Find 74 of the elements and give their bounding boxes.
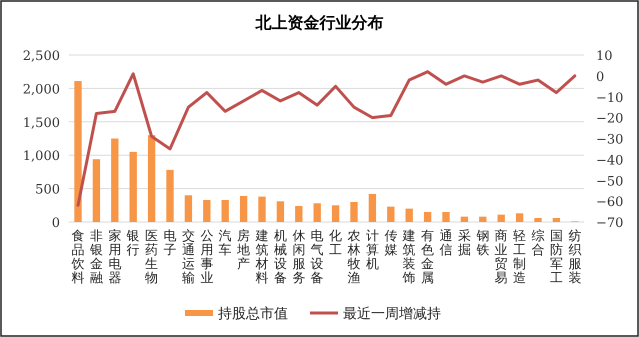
bar [368, 194, 376, 222]
y2-tick-label: −40 [596, 153, 624, 168]
bar [498, 214, 505, 222]
x-tick-label: 国防军工 [550, 229, 563, 286]
y-tick-label: 0 [52, 216, 60, 231]
x-tick-label: 有色金属 [421, 229, 434, 286]
x-tick-label: 机械设备 [274, 229, 287, 286]
bar [92, 159, 100, 222]
x-tick-label: 银行 [126, 229, 140, 258]
y-tick-label: 2,000 [22, 82, 60, 98]
x-tick-label: 医药生物 [145, 229, 158, 286]
bar [442, 212, 450, 222]
bar [276, 201, 284, 222]
bar [479, 216, 486, 222]
x-tick-label: 非银金融 [88, 229, 103, 286]
x-tick-label: 计算机 [366, 229, 379, 272]
x-tick-label: 轻工制造 [513, 229, 526, 286]
x-tick-label: 通信 [440, 229, 452, 258]
bar [74, 81, 82, 222]
bar [222, 200, 229, 222]
y-tick-label: 500 [35, 182, 60, 198]
bar [130, 152, 137, 222]
x-tick-label: 休闲服务 [292, 229, 306, 286]
bar [534, 218, 542, 222]
y2-tick-label: −20 [596, 112, 624, 127]
bar [240, 196, 248, 222]
x-tick-label: 交通运输 [182, 228, 195, 286]
y2-tick-label: 0 [596, 70, 604, 85]
bar [387, 206, 394, 222]
bar [203, 200, 210, 222]
x-tick-label: 商业贸易 [494, 229, 508, 286]
bar [552, 218, 560, 222]
bar [111, 138, 118, 222]
y2-tick-label: −10 [596, 90, 624, 106]
x-tick-label: 建筑材料 [254, 229, 268, 286]
bar [148, 135, 156, 222]
x-tick-label: 采掘 [458, 229, 471, 258]
bar [460, 216, 468, 222]
legend-label: 持股总市值 [218, 306, 288, 322]
bar [295, 206, 302, 222]
x-tick-label: 公用事业 [200, 229, 214, 286]
y-tick-label: 1,500 [22, 116, 60, 131]
legend-label: 最近一周增减持 [343, 306, 441, 322]
chart-title: 北上资金行业分布 [254, 13, 384, 32]
x-tick-label: 化工 [329, 229, 342, 258]
x-tick-label: 房地产 [236, 228, 250, 272]
x-tick-label: 电气设备 [310, 229, 324, 286]
x-tick-label: 电子 [164, 229, 176, 258]
x-tick-label: 建筑装饰 [402, 229, 416, 286]
x-tick-label: 综合 [532, 229, 544, 258]
x-tick-label: 传媒 [384, 229, 398, 258]
bar [184, 195, 192, 222]
y-tick-label: 1,000 [22, 149, 60, 164]
bar [314, 203, 321, 222]
y2-tick-label: −60 [596, 195, 624, 210]
bar [516, 213, 524, 222]
y2-tick-label: −30 [596, 132, 624, 148]
bar [332, 205, 340, 222]
line-series [76, 70, 576, 207]
y-tick-label: 2,500 [22, 49, 60, 64]
y2-tick-label: −70 [596, 216, 624, 231]
x-tick-label: 食品饮料 [70, 229, 84, 286]
bar [350, 202, 358, 222]
bar [424, 212, 432, 222]
x-tick-label: 钢铁 [475, 229, 490, 258]
bar [166, 170, 174, 222]
x-tick-label: 纺织服装 [568, 229, 582, 286]
x-tick-label: 农林牧渔 [346, 229, 360, 286]
bar [258, 196, 266, 222]
x-tick-label: 家用电器 [108, 228, 122, 286]
bar [406, 208, 413, 222]
y2-tick-label: −50 [596, 174, 624, 190]
x-tick-label: 汽车 [218, 229, 232, 258]
y2-tick-label: 10 [596, 49, 613, 64]
